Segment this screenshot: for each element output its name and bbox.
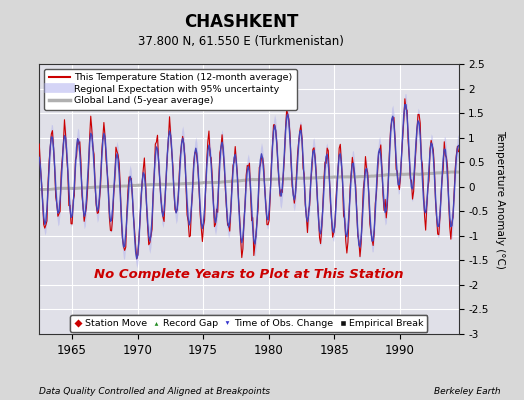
Legend: Station Move, Record Gap, Time of Obs. Change, Empirical Break: Station Move, Record Gap, Time of Obs. C…	[70, 316, 428, 332]
Text: 37.800 N, 61.550 E (Turkmenistan): 37.800 N, 61.550 E (Turkmenistan)	[138, 36, 344, 48]
Text: CHASHKENT: CHASHKENT	[184, 13, 298, 31]
Y-axis label: Temperature Anomaly (°C): Temperature Anomaly (°C)	[496, 130, 506, 268]
Text: Data Quality Controlled and Aligned at Breakpoints: Data Quality Controlled and Aligned at B…	[39, 387, 270, 396]
Text: No Complete Years to Plot at This Station: No Complete Years to Plot at This Statio…	[94, 268, 403, 281]
Text: Berkeley Earth: Berkeley Earth	[434, 387, 500, 396]
